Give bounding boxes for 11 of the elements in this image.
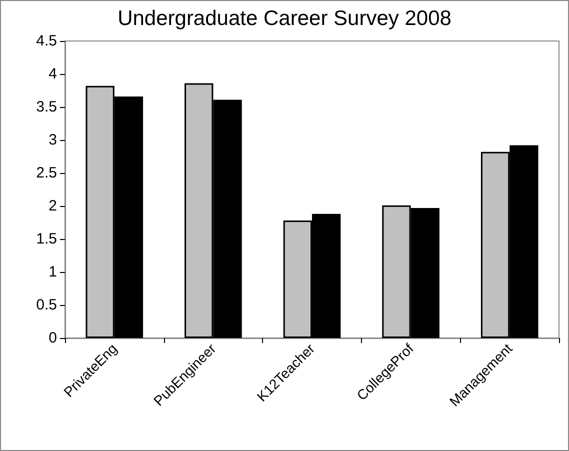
y-tick-label: 2.5	[36, 164, 57, 182]
y-tick-label: 3.5	[36, 98, 57, 116]
y-tick-label: 3	[48, 132, 57, 148]
chart-title: Undergraduate Career Survey 2008	[118, 7, 452, 30]
y-tick-label: 0	[48, 330, 57, 346]
y-tick-label: 2	[48, 198, 57, 214]
y-tick-label: 4	[48, 66, 57, 82]
y-tick-label: 1	[48, 264, 57, 280]
y-tick-label: 4.5	[36, 32, 57, 50]
y-tick-label: 1.5	[36, 230, 57, 248]
y-tick-label: 0.5	[36, 296, 57, 314]
